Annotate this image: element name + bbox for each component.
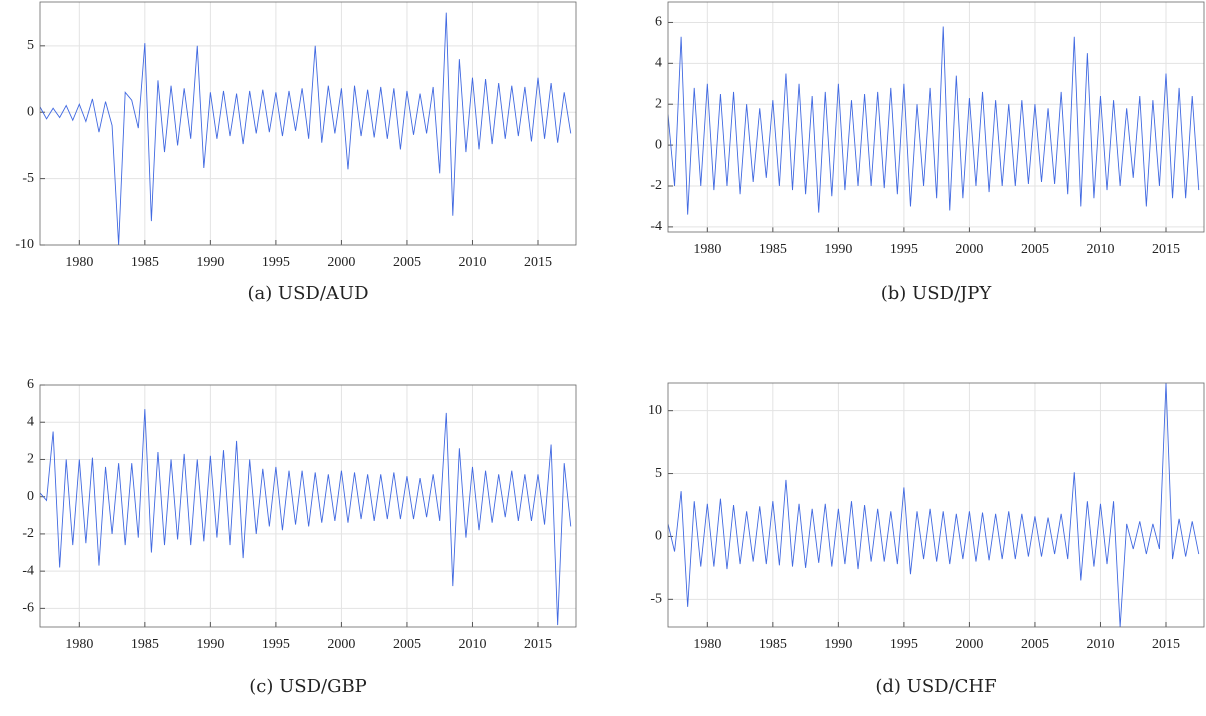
- x-tick-label: 1995: [262, 255, 290, 270]
- x-tick-label: 2000: [955, 242, 983, 257]
- subplot: 1980 1985 1990 1995 2000 2005 2010 2015 -4 -2 0 2 4 6…: [650, 1, 1205, 304]
- y-tick-label: -5: [650, 592, 662, 607]
- axes-frame: [667, 1, 1205, 233]
- x-tick-label: 2005: [393, 637, 421, 652]
- y-tick-label: -4: [22, 563, 34, 578]
- y-tick-label: 4: [27, 414, 34, 429]
- series-line: [40, 409, 572, 626]
- x-tick-label: 2005: [1021, 242, 1049, 257]
- x-tick-label: 2005: [1021, 637, 1049, 652]
- x-tick-label: 1980: [693, 242, 721, 257]
- x-tick-label: 2015: [1152, 637, 1180, 652]
- y-tick-label: 6: [655, 15, 662, 30]
- x-tick-label: 2000: [327, 637, 355, 652]
- x-tick-label: 1980: [65, 637, 93, 652]
- y-tick-label: 6: [27, 377, 34, 392]
- y-tick-label: 0: [655, 137, 662, 152]
- x-tick-label: 1985: [759, 242, 787, 257]
- x-tick-label: 2010: [1086, 637, 1114, 652]
- axes-frame: [667, 382, 1205, 628]
- x-tick-label: 1995: [262, 637, 290, 652]
- axes-frame: [39, 1, 577, 246]
- subplot: 1980 1985 1990 1995 2000 2005 2010 2015 -5 0 5 10 (d…: [648, 382, 1205, 697]
- y-tick-label: -2: [650, 178, 662, 193]
- x-tick-label: 1990: [196, 255, 224, 270]
- x-tick-label: 2005: [393, 255, 421, 270]
- subplot: 1980 1985 1990 1995 2000 2005 2010 2015 -10 -5 0 5 (…: [15, 1, 577, 304]
- x-tick-label: 1990: [824, 242, 852, 257]
- caption: (a) USD/AUD: [247, 283, 368, 304]
- y-tick-label: -2: [22, 526, 34, 541]
- x-tick-label: 1985: [131, 637, 159, 652]
- series-line: [668, 383, 1200, 627]
- y-tick-label: 10: [648, 403, 662, 418]
- x-tick-label: 2010: [458, 637, 486, 652]
- x-tick-label: 2000: [955, 637, 983, 652]
- y-tick-label: 5: [27, 38, 34, 53]
- x-tick-label: 1995: [890, 637, 918, 652]
- y-tick-label: 4: [655, 56, 662, 71]
- y-tick-label: 2: [655, 96, 662, 111]
- y-tick-label: -5: [22, 171, 34, 186]
- series-line: [40, 12, 572, 245]
- x-tick-label: 1980: [65, 255, 93, 270]
- x-tick-label: 1995: [890, 242, 918, 257]
- x-tick-label: 2015: [524, 637, 552, 652]
- series-line: [668, 26, 1200, 215]
- caption: (b) USD/JPY: [881, 283, 993, 304]
- y-tick-label: -10: [15, 237, 34, 252]
- x-tick-label: 1985: [131, 255, 159, 270]
- y-tick-label: 0: [655, 529, 662, 544]
- y-tick-label: 2: [27, 452, 34, 467]
- y-tick-label: 5: [655, 466, 662, 481]
- y-tick-label: -6: [22, 601, 34, 616]
- y-tick-label: 0: [27, 104, 34, 119]
- x-tick-label: 2010: [458, 255, 486, 270]
- x-tick-label: 2015: [524, 255, 552, 270]
- x-tick-label: 2000: [327, 255, 355, 270]
- x-tick-label: 2015: [1152, 242, 1180, 257]
- x-tick-label: 1980: [693, 637, 721, 652]
- caption: (c) USD/GBP: [249, 676, 367, 697]
- subplot: 1980 1985 1990 1995 2000 2005 2010 2015 -6 -4 -2 0 2…: [22, 377, 577, 697]
- x-tick-label: 1990: [824, 637, 852, 652]
- x-tick-label: 2010: [1086, 242, 1114, 257]
- y-tick-label: 0: [27, 489, 34, 504]
- axes-frame: [39, 384, 577, 628]
- x-tick-label: 1985: [759, 637, 787, 652]
- x-tick-label: 1990: [196, 637, 224, 652]
- caption: (d) USD/CHF: [875, 676, 996, 697]
- y-tick-label: -4: [650, 219, 662, 234]
